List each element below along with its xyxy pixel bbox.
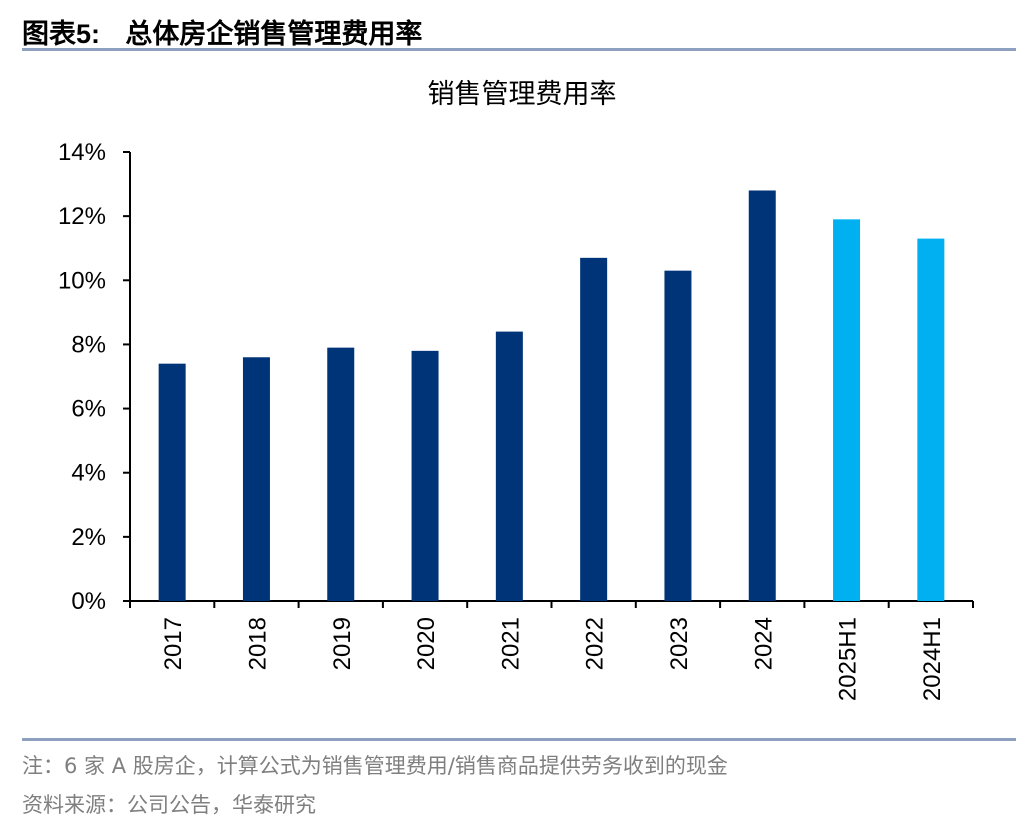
y-tick-label: 2% [71, 524, 106, 551]
footer-rule [22, 738, 1016, 741]
y-tick-label: 0% [71, 588, 106, 615]
bar-2017 [158, 363, 186, 601]
x-tick-label: 2018 [244, 617, 271, 670]
bar-2020 [411, 350, 439, 601]
bar-2024 [748, 190, 776, 601]
x-tick-label: 2023 [666, 617, 693, 670]
y-tick-label: 10% [58, 267, 106, 294]
footnote: 注：6 家 A 股房企，计算公式为销售管理费用/销售商品提供劳务收到的现金 [22, 754, 728, 778]
bar-2025H1 [833, 219, 861, 601]
y-tick-label: 4% [71, 460, 106, 487]
chart-title: 销售管理费用率 [428, 79, 617, 110]
figure-label: 图表5: [22, 19, 101, 49]
header-rule [22, 48, 1016, 51]
x-tick-label: 2019 [329, 617, 356, 670]
bar-2021 [495, 331, 523, 601]
axes [123, 151, 974, 608]
source-note: 资料来源：公司公告，华泰研究 [22, 793, 316, 817]
bar-2024H1 [917, 238, 945, 602]
bar-2023 [664, 270, 692, 601]
y-tick-label: 12% [58, 203, 106, 230]
y-tick-label: 6% [71, 396, 106, 423]
figure-title: 总体房企销售管理费用率 [125, 19, 423, 50]
y-tick-label: 8% [71, 331, 106, 358]
bar-2022 [580, 257, 608, 601]
figure-header: 图表5: 总体房企销售管理费用率 [22, 12, 422, 51]
x-tick-label: 2022 [582, 617, 609, 670]
x-tick-label: 2021 [497, 617, 524, 670]
bar-2019 [327, 347, 355, 601]
x-tick-label: 2020 [413, 617, 440, 670]
x-tick-label: 2024H1 [919, 617, 946, 701]
x-tick-label: 2024 [750, 617, 777, 670]
x-tick-label: 2017 [160, 617, 187, 670]
bars [158, 190, 945, 602]
bar-2018 [242, 357, 270, 601]
y-tick-label: 14% [58, 139, 106, 166]
tick-labels: 0% 2% 4% 6% 8% 10% 12% 14% 2017 2018 2019 2020 2021 2… [58, 139, 946, 701]
x-tick-label: 2025H1 [835, 617, 862, 701]
